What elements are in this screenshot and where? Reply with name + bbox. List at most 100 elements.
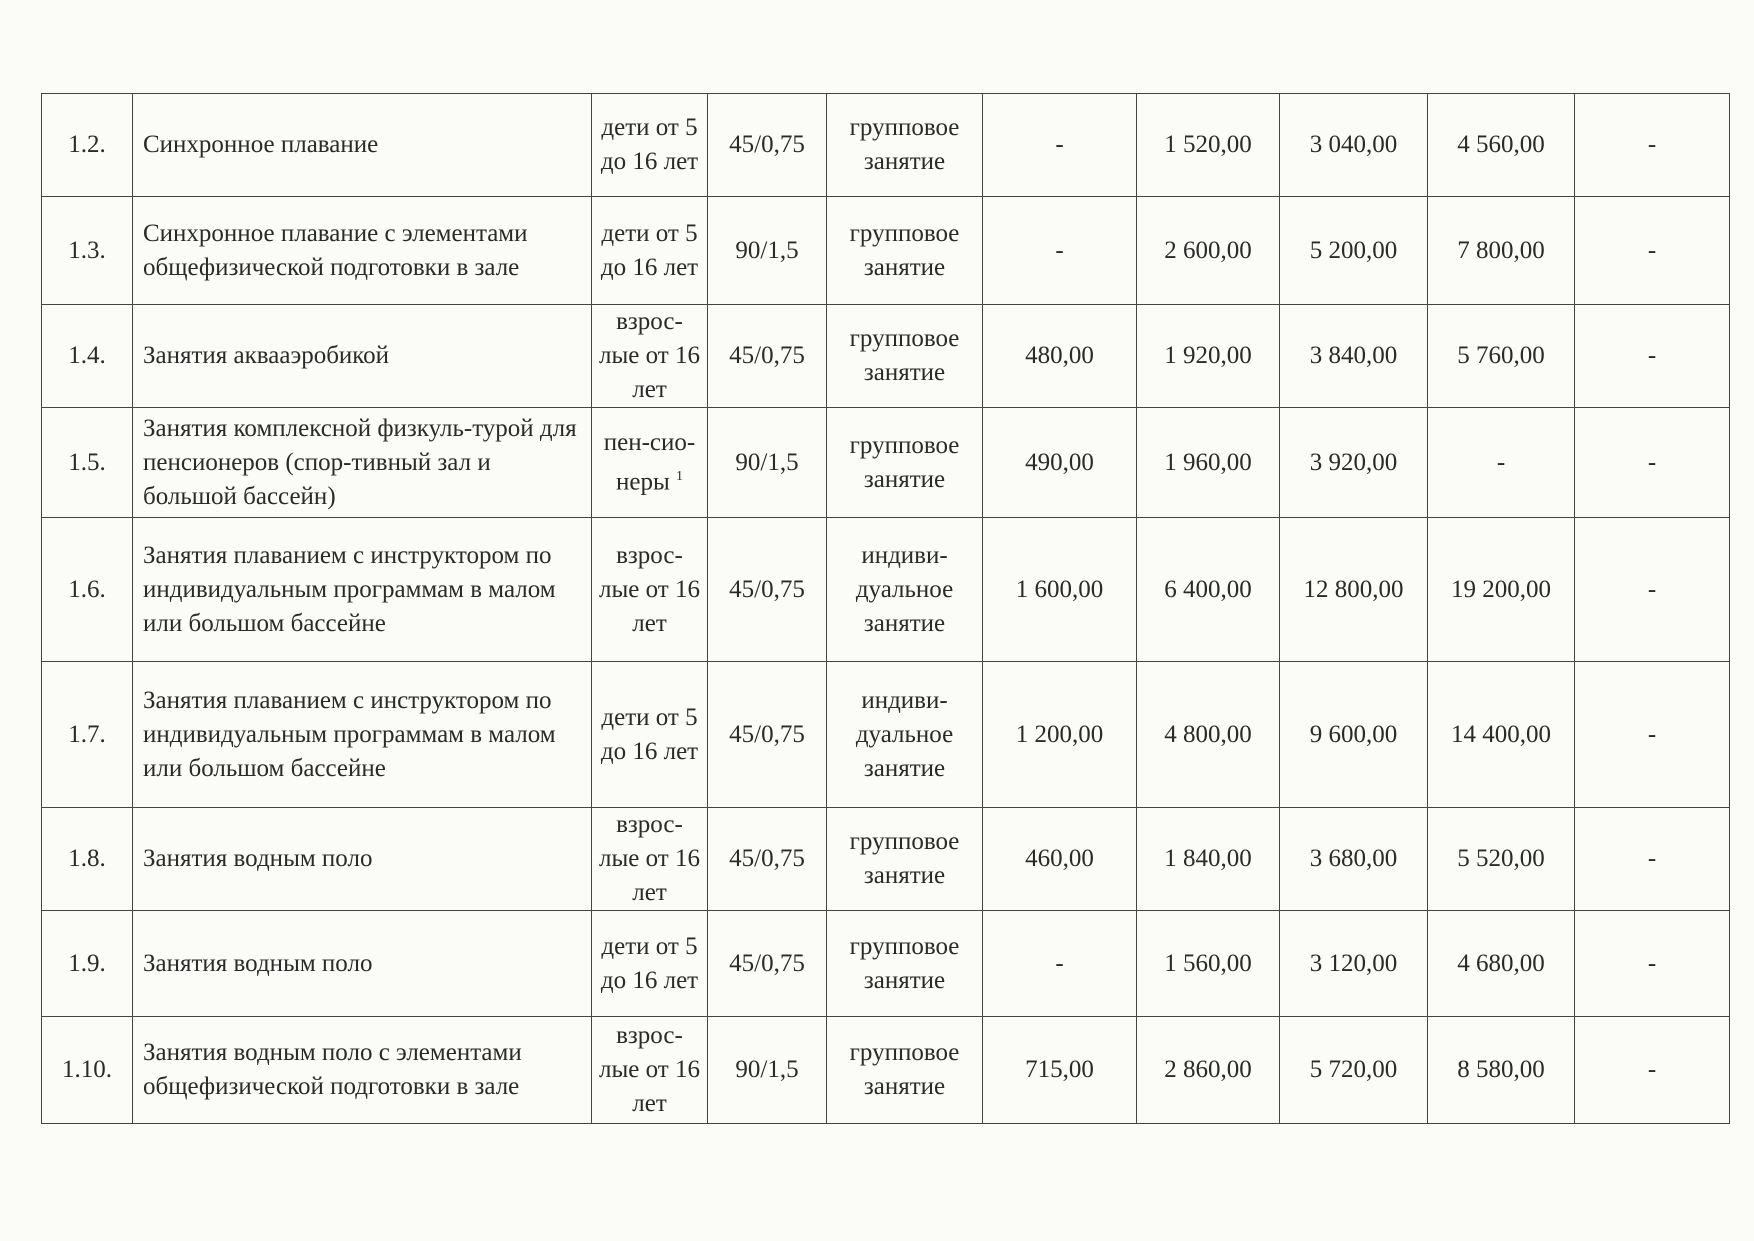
price-4: - bbox=[1427, 407, 1575, 518]
price-1: 1 200,00 bbox=[982, 661, 1137, 808]
price-3-text: 12 800,00 bbox=[1303, 575, 1404, 603]
row-number-text: 1.3. bbox=[68, 236, 106, 264]
service-name: Занятия комплексной физкуль-турой для пе… bbox=[132, 407, 592, 518]
price-2: 2 600,00 bbox=[1136, 196, 1280, 305]
price-4-text: 8 580,00 bbox=[1457, 1056, 1545, 1083]
price-2-text: 1 960,00 bbox=[1164, 448, 1252, 476]
row-number-text: 1.6. bbox=[68, 575, 106, 603]
price-2: 1 960,00 bbox=[1136, 407, 1280, 518]
price-5: - bbox=[1574, 661, 1730, 808]
session-format: индиви-дуальное занятие bbox=[826, 661, 983, 808]
duration-text: 90/1,5 bbox=[735, 448, 799, 476]
client-category-text: дети от 5 до 16 лет bbox=[600, 114, 699, 175]
price-2-text: 2 600,00 bbox=[1164, 236, 1252, 264]
price-5-text: - bbox=[1647, 236, 1657, 264]
duration: 90/1,5 bbox=[707, 196, 827, 305]
session-format-text: групповое занятие bbox=[849, 932, 960, 994]
client-category-text: взрос-лые от 16 лет bbox=[599, 1022, 700, 1117]
price-5-text: - bbox=[1647, 845, 1657, 872]
price-2: 6 400,00 bbox=[1136, 517, 1280, 662]
duration: 45/0,75 bbox=[707, 93, 827, 197]
client-category: взрос-лые от 16 лет bbox=[591, 807, 708, 911]
price-2-text: 1 560,00 bbox=[1164, 949, 1252, 977]
price-3-text: 3 040,00 bbox=[1309, 131, 1398, 158]
session-format-text: групповое занятие bbox=[849, 219, 960, 281]
price-5-text: - bbox=[1647, 575, 1657, 603]
table-row: 1.8. Занятия водным поло взрос-лые от 16 л… bbox=[41, 807, 1730, 911]
price-2-text: 1 920,00 bbox=[1164, 342, 1252, 369]
price-3-text: 3 920,00 bbox=[1309, 448, 1398, 476]
price-4-text: 4 680,00 bbox=[1457, 949, 1545, 977]
price-2-text: 1 520,00 bbox=[1164, 131, 1252, 158]
price-1: 715,00 bbox=[982, 1016, 1137, 1124]
price-4: 19 200,00 bbox=[1427, 517, 1575, 662]
price-4: 8 580,00 bbox=[1427, 1016, 1575, 1124]
price-5-text: - bbox=[1647, 949, 1657, 977]
price-3-text: 9 600,00 bbox=[1309, 720, 1398, 748]
price-3: 12 800,00 bbox=[1279, 517, 1428, 662]
session-format: групповое занятие bbox=[826, 407, 983, 518]
price-4: 7 800,00 bbox=[1427, 196, 1575, 305]
table-row: 1.5. Занятия комплексной физкуль-турой дл… bbox=[41, 407, 1730, 518]
table-row: 1.10. Занятия водным поло с элементами об… bbox=[41, 1016, 1730, 1124]
price-1: 490,00 bbox=[982, 407, 1137, 518]
client-category-text: взрос-лые от 16 лет bbox=[599, 811, 700, 906]
row-number: 1.4. bbox=[41, 304, 133, 408]
price-5: - bbox=[1574, 304, 1730, 408]
duration-text: 45/0,75 bbox=[729, 131, 805, 158]
duration: 45/0,75 bbox=[707, 661, 827, 808]
price-1: - bbox=[982, 93, 1137, 197]
price-1-text: 460,00 bbox=[1025, 845, 1094, 872]
price-2: 1 840,00 bbox=[1136, 807, 1280, 911]
price-1-text: 715,00 bbox=[1025, 1056, 1094, 1083]
price-5: - bbox=[1574, 1016, 1730, 1124]
client-category: дети от 5 до 16 лет bbox=[591, 661, 708, 808]
table-row: 1.3. Синхронное плавание с элементами общ… bbox=[41, 196, 1730, 305]
session-format: групповое занятие bbox=[826, 1016, 983, 1124]
price-1-text: 1 200,00 bbox=[1015, 720, 1104, 748]
price-4-text: 19 200,00 bbox=[1451, 575, 1551, 603]
duration-text: 45/0,75 bbox=[729, 342, 805, 369]
service-name: Занятия водным поло bbox=[132, 807, 592, 911]
session-format: групповое занятие bbox=[826, 196, 983, 305]
price-1-text: - bbox=[1055, 236, 1064, 264]
price-3: 3 920,00 bbox=[1279, 407, 1428, 518]
price-4: 5 520,00 bbox=[1427, 807, 1575, 911]
price-2: 1 520,00 bbox=[1136, 93, 1280, 197]
price-4-text: 7 800,00 bbox=[1457, 236, 1545, 264]
price-4-text: 14 400,00 bbox=[1451, 720, 1551, 748]
service-name: Занятия водным поло bbox=[132, 910, 592, 1017]
row-number-text: 1.9. bbox=[68, 949, 106, 977]
service-name: Занятия аквааэробикой bbox=[132, 304, 592, 408]
client-category: пен-сио-неры 1 bbox=[591, 407, 708, 518]
price-1: 1 600,00 bbox=[982, 517, 1137, 662]
row-number: 1.7. bbox=[41, 661, 133, 808]
duration-text: 45/0,75 bbox=[729, 720, 805, 748]
price-5: - bbox=[1574, 910, 1730, 1017]
client-category-text: дети от 5 до 16 лет bbox=[600, 219, 699, 281]
session-format-text: групповое занятие bbox=[849, 828, 960, 889]
row-number-text: 1.4. bbox=[68, 342, 106, 369]
table-row: 1.6. Занятия плаванием с инструктором по … bbox=[41, 517, 1730, 662]
price-3: 3 040,00 bbox=[1279, 93, 1428, 197]
session-format-text: групповое занятие bbox=[849, 325, 960, 386]
row-number: 1.3. bbox=[41, 196, 133, 305]
price-4: 4 560,00 bbox=[1427, 93, 1575, 197]
session-format-text: групповое занятие bbox=[849, 431, 960, 493]
table-row: 1.9. Занятия водным поло дети от 5 до 16 л… bbox=[41, 910, 1730, 1017]
row-number: 1.5. bbox=[41, 407, 133, 518]
session-format: индиви-дуальное занятие bbox=[826, 517, 983, 662]
row-number-text: 1.10. bbox=[62, 1056, 112, 1083]
price-4-text: - bbox=[1496, 448, 1506, 476]
row-number: 1.6. bbox=[41, 517, 133, 662]
duration-text: 90/1,5 bbox=[735, 236, 799, 264]
client-category: взрос-лые от 16 лет bbox=[591, 517, 708, 662]
price-1-text: - bbox=[1055, 949, 1064, 977]
service-name-text: Занятия водным поло bbox=[143, 949, 373, 977]
session-format: групповое занятие bbox=[826, 910, 983, 1017]
session-format: групповое занятие bbox=[826, 304, 983, 408]
session-format-text: групповое занятие bbox=[849, 114, 960, 175]
service-name: Занятия плаванием с инструктором по инди… bbox=[132, 661, 592, 808]
price-2-text: 1 840,00 bbox=[1164, 845, 1252, 872]
price-5-text: - bbox=[1647, 342, 1657, 369]
